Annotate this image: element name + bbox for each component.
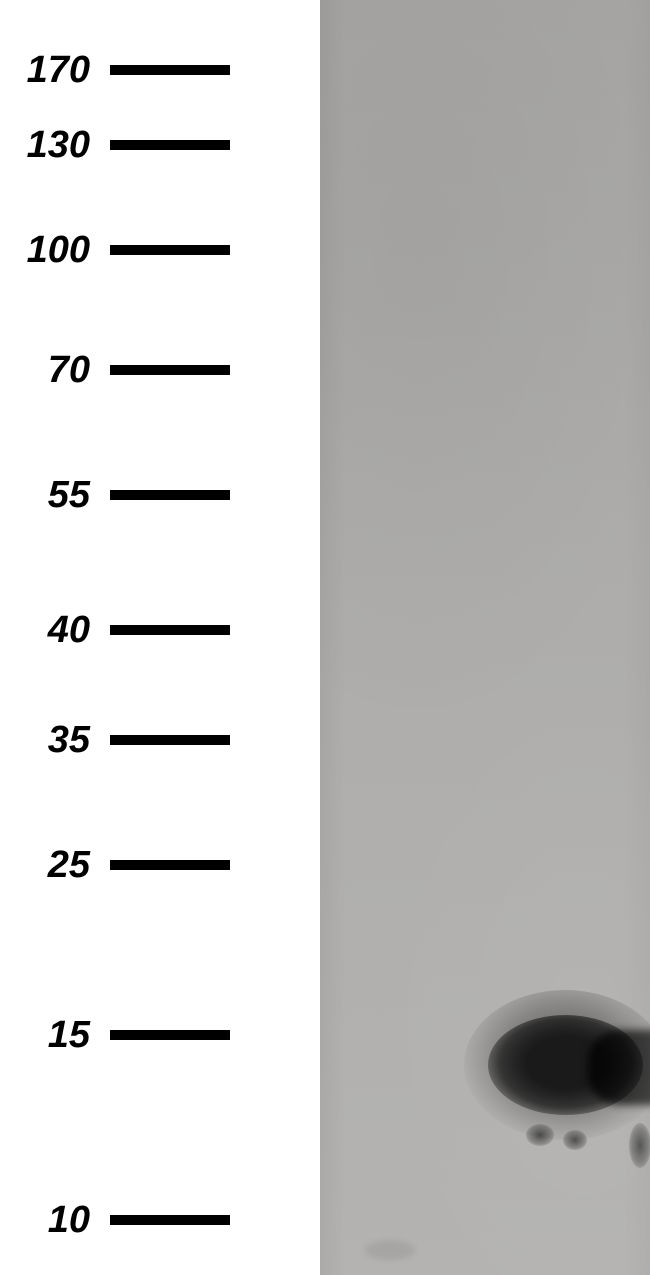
ladder-label: 55 (0, 474, 110, 517)
ladder-label: 170 (0, 49, 110, 92)
lane-1 (330, 0, 485, 1275)
ladder-tick (110, 365, 230, 375)
ladder-tick (110, 245, 230, 255)
ladder-tick (110, 735, 230, 745)
ladder-tick (110, 140, 230, 150)
ladder-tick (110, 625, 230, 635)
blot-figure: 170 130 100 70 55 40 35 25 15 10 (0, 0, 650, 1275)
ladder-mark-25: 25 (0, 843, 230, 887)
ladder-tick (110, 1030, 230, 1040)
ladder-mark-70: 70 (0, 348, 230, 392)
ladder-label: 10 (0, 1199, 110, 1242)
secondary-spot (629, 1123, 650, 1168)
secondary-spot (563, 1130, 587, 1150)
ladder-label: 70 (0, 349, 110, 392)
ladder-mark-35: 35 (0, 718, 230, 762)
ladder-label: 100 (0, 229, 110, 272)
ladder-mark-100: 100 (0, 228, 230, 272)
ladder-mark-55: 55 (0, 473, 230, 517)
ladder-label: 40 (0, 609, 110, 652)
ladder-tick (110, 65, 230, 75)
ladder-mark-130: 130 (0, 123, 230, 167)
ladder-mark-40: 40 (0, 608, 230, 652)
ladder-label: 15 (0, 1014, 110, 1057)
ladder-mark-15: 15 (0, 1013, 230, 1057)
ladder-mark-10: 10 (0, 1198, 230, 1242)
blot-membrane (320, 0, 650, 1275)
band-edge-smear (588, 1030, 650, 1105)
membrane-artifact (365, 1240, 415, 1260)
ladder-tick (110, 1215, 230, 1225)
ladder-label: 130 (0, 124, 110, 167)
ladder-tick (110, 490, 230, 500)
ladder-mark-170: 170 (0, 48, 230, 92)
ladder-label: 25 (0, 844, 110, 887)
ladder-label: 35 (0, 719, 110, 762)
molecular-weight-ladder: 170 130 100 70 55 40 35 25 15 10 (0, 0, 310, 1275)
secondary-spot (526, 1124, 554, 1146)
ladder-tick (110, 860, 230, 870)
